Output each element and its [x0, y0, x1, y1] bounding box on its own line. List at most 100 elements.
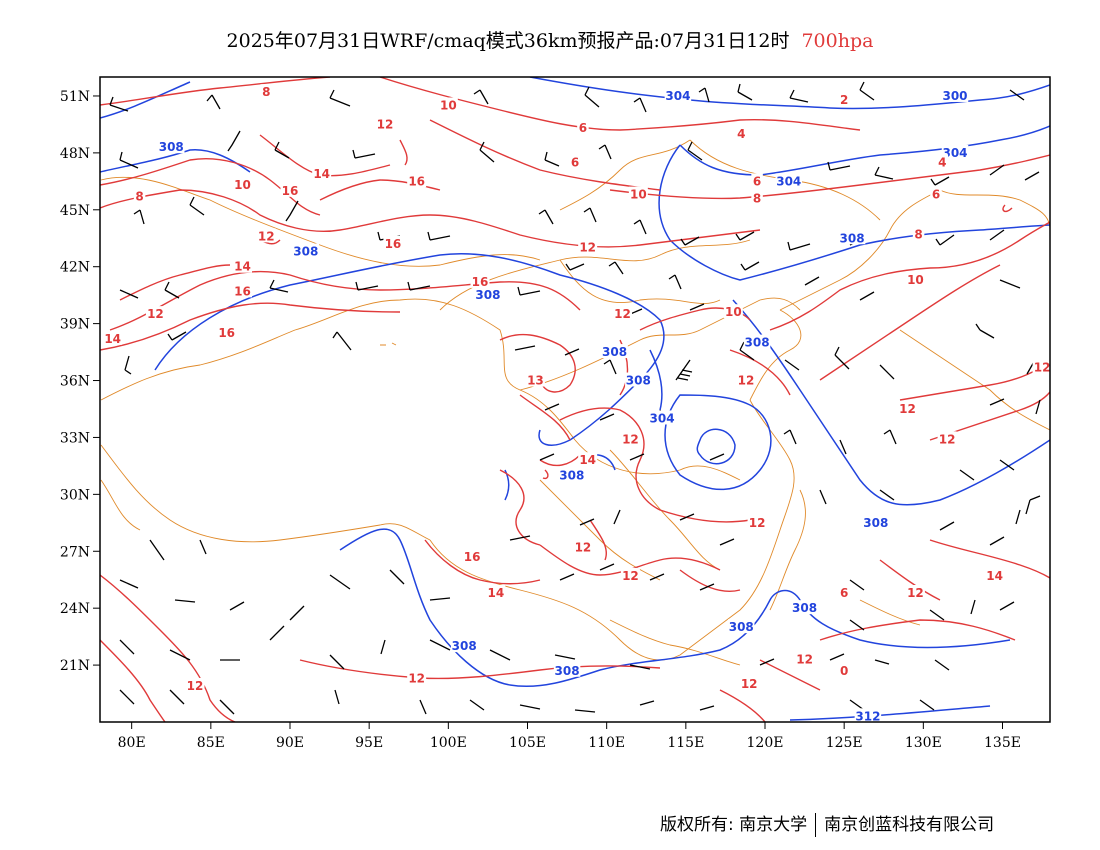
temperature-label: 6: [840, 586, 848, 600]
temperature-label: 8: [262, 85, 270, 99]
height-label-bg: [854, 708, 882, 723]
temperature-label-bg: [375, 116, 395, 131]
temperature-label-bg: [936, 154, 949, 169]
temperature-label: 12: [749, 516, 766, 530]
height-label: 308: [555, 664, 580, 678]
temperature-label-bg: [751, 190, 763, 205]
temperature-label: 2: [840, 93, 848, 107]
height-label: 312: [855, 709, 880, 723]
temperature-label-bg: [256, 228, 276, 243]
temperature-label: 12: [738, 374, 755, 388]
temperature-label-bg: [233, 258, 252, 273]
lon-tick-label: 90E: [276, 735, 304, 751]
temperature-label: 12: [939, 432, 956, 446]
temperature-label: 4: [938, 155, 946, 169]
height-label-bg: [648, 410, 676, 425]
pressure-level-label: 700hpa: [801, 30, 874, 52]
company-name: 南京创蓝科技有限公司: [824, 815, 995, 835]
temperature-label: 16: [282, 184, 299, 198]
lon-tick-label: 125E: [826, 735, 863, 751]
temperature-label-bg: [578, 452, 598, 467]
temperature-label: 10: [630, 188, 647, 202]
temperature-label-bg: [723, 304, 743, 319]
geopotential-height-contours: [100, 77, 1050, 721]
height-label: 308: [745, 336, 770, 350]
lon-tick-label: 110E: [588, 735, 625, 751]
temperature-label-bg: [747, 514, 767, 529]
temperature-label: 14: [104, 332, 121, 346]
temperature-label: 14: [986, 569, 1003, 583]
height-label: 308: [159, 140, 184, 154]
temperature-label: 12: [187, 679, 204, 693]
temperature-label: 12: [377, 117, 394, 131]
temperature-label: 4: [737, 127, 745, 141]
height-label: 308: [559, 468, 584, 482]
temperature-label-bg: [312, 165, 332, 180]
temperature-label: 12: [614, 307, 631, 321]
temperature-label-bg: [838, 91, 850, 106]
temperature-label-bg: [620, 431, 640, 446]
lat-tick-label: 27N: [60, 544, 90, 560]
lon-tick-label: 115E: [667, 735, 704, 751]
height-label-bg: [292, 243, 320, 258]
height-label-bg: [838, 230, 866, 245]
lat-tick-label: 42N: [60, 260, 90, 276]
temperature-label-bg: [613, 306, 632, 321]
lon-tick-label: 100E: [430, 735, 467, 751]
temperature-label-bg: [838, 585, 850, 599]
temperature-label: 14: [313, 167, 330, 181]
temperature-label-bg: [905, 271, 925, 286]
temperature-label: 12: [899, 402, 916, 416]
temperature-label-bg: [233, 283, 252, 298]
temperature-label: 16: [234, 284, 251, 298]
height-label: 308: [452, 639, 477, 653]
temperature-label-bg: [233, 177, 252, 192]
temperature-label-bg: [407, 173, 427, 188]
latitude-axis: 21N 24N 27N 30N 33N 36N 39N 42N 45N 48N 51N: [60, 89, 100, 674]
height-label-bg: [941, 87, 969, 102]
longitude-axis: 80E 85E 90E 95E 100E 105E 110E 115E 120E 125E 130E…: [118, 722, 1021, 751]
lat-tick-label: 48N: [60, 146, 90, 162]
temperature-label: 8: [914, 227, 922, 241]
temperature-label-bg: [912, 226, 925, 241]
temperature-label-bg: [735, 125, 747, 140]
temperature-label: 12: [1034, 360, 1051, 374]
lon-tick-label: 85E: [197, 735, 225, 751]
lat-tick-label: 39N: [60, 317, 90, 333]
temperature-label: 6: [753, 174, 761, 188]
map-background: [100, 77, 1050, 722]
height-label-bg: [158, 139, 185, 154]
height-label-bg: [743, 334, 771, 349]
temperature-label: 8: [753, 191, 761, 205]
lat-tick-label: 45N: [60, 203, 90, 219]
temperature-label: 6: [932, 188, 940, 202]
lon-tick-label: 130E: [905, 735, 942, 751]
temperature-label-bg: [905, 585, 925, 599]
temperature-label-bg: [736, 372, 756, 387]
height-label-bg: [601, 344, 628, 359]
height-label-bg: [664, 87, 692, 102]
lon-tick-label: 120E: [747, 735, 784, 751]
temperature-label-bg: [930, 186, 942, 201]
height-label: 304: [776, 174, 801, 188]
temperature-label: 12: [622, 432, 639, 446]
temperature-label: 14: [579, 453, 596, 467]
temperature-label: 10: [234, 178, 251, 192]
temperature-label: 16: [472, 275, 489, 289]
lat-tick-label: 51N: [60, 89, 90, 105]
plot-frame: [99, 76, 1051, 723]
forecast-title: 2025年07月31日WRF/cmaq模式36km预报产品:07月31日12时: [226, 30, 790, 52]
temperature-label-bg: [486, 585, 506, 599]
temperature-label-bg: [751, 173, 763, 188]
temperature-label-bg: [383, 235, 403, 250]
height-label: 308: [840, 231, 865, 245]
temperature-label-bg: [578, 239, 598, 254]
temperature-label: 16: [464, 550, 481, 564]
copyright-text: 版权所有: 南京大学: [660, 815, 808, 835]
height-label-bg: [728, 619, 755, 634]
temperature-label-bg: [438, 97, 458, 112]
temperature-label: 12: [408, 671, 425, 685]
lat-tick-label: 36N: [60, 374, 90, 390]
temperature-label: 10: [725, 305, 742, 319]
